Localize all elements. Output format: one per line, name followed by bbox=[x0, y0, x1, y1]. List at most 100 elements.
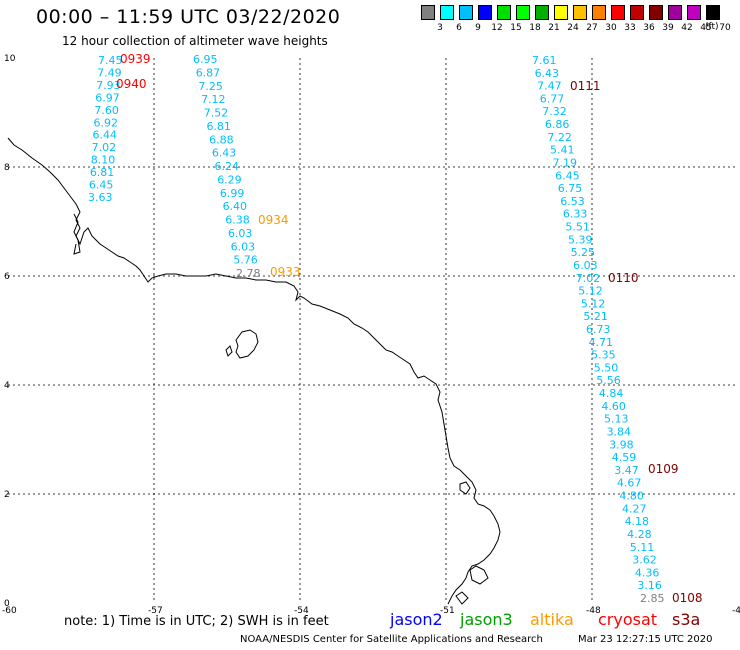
legend-label: 24 bbox=[567, 23, 579, 33]
pass-time-label: 0939 bbox=[120, 52, 151, 66]
legend-swatch bbox=[592, 5, 606, 20]
island-small bbox=[225, 345, 233, 357]
swh-value: 6.97 bbox=[95, 91, 120, 104]
swh-value: 4.27 bbox=[622, 502, 647, 515]
swh-value: 6.87 bbox=[196, 66, 221, 79]
x-tick-label: -45 bbox=[732, 606, 740, 616]
swh-value: 5.50 bbox=[594, 361, 619, 374]
legend-swatch bbox=[554, 5, 568, 20]
legend-swatch bbox=[687, 5, 701, 20]
pass-time-label: 0110 bbox=[608, 271, 639, 285]
swh-value: 7.25 bbox=[198, 80, 223, 93]
legend-swatch bbox=[535, 5, 549, 20]
footer-note: note: 1) Time is in UTC; 2) SWH is in fe… bbox=[64, 614, 329, 629]
legend-swatch bbox=[516, 5, 530, 20]
coastline bbox=[7, 137, 501, 605]
swh-value: 6.95 bbox=[193, 53, 218, 66]
swh-value: 6.88 bbox=[209, 133, 234, 146]
coastline-fragment bbox=[73, 213, 81, 255]
swh-value: 3.98 bbox=[609, 438, 634, 451]
sat-s3a: s3a bbox=[672, 610, 701, 629]
swh-value: 7.52 bbox=[204, 107, 229, 120]
page-title: 00:00 – 11:59 UTC 03/22/2020 bbox=[36, 6, 341, 28]
swh-value: 5.12 bbox=[581, 297, 606, 310]
swh-value: 7.19 bbox=[553, 156, 578, 169]
swh-value: 6.29 bbox=[217, 173, 242, 186]
swh-value: 3.62 bbox=[632, 554, 657, 567]
sat-altika: altika bbox=[530, 610, 574, 629]
swh-value: 6.38 bbox=[225, 214, 250, 227]
y-tick-label: 8 bbox=[4, 163, 10, 173]
legend-label: 18 bbox=[529, 23, 541, 33]
swh-value: 7.32 bbox=[542, 105, 567, 118]
legend-swatch bbox=[668, 5, 682, 20]
legend-label: 6 bbox=[456, 23, 462, 33]
swh-value: 7.49 bbox=[97, 66, 122, 79]
swh-value: 7.61 bbox=[532, 54, 557, 67]
swh-value: 7.22 bbox=[547, 131, 572, 144]
swh-value: 3.16 bbox=[637, 579, 662, 592]
legend-label: 12 bbox=[491, 23, 503, 33]
swh-value: 7.93 bbox=[96, 79, 121, 92]
y-tick-label: 4 bbox=[4, 381, 10, 391]
swh-value: 4.80 bbox=[619, 490, 644, 503]
legend-swatch bbox=[497, 5, 511, 20]
legend-label: 21 bbox=[548, 23, 560, 33]
page-subtitle: 12 hour collection of altimeter wave hei… bbox=[62, 34, 328, 48]
swh-value: 4.60 bbox=[601, 400, 626, 413]
y-tick-label: 6 bbox=[4, 272, 10, 282]
legend-swatch bbox=[440, 5, 454, 20]
swh-value: 5.21 bbox=[583, 310, 608, 323]
legend-label: 9 bbox=[475, 23, 481, 33]
legend-swatch bbox=[706, 5, 720, 20]
swh-value: 6.81 bbox=[90, 166, 115, 179]
swh-value: 6.45 bbox=[555, 169, 580, 182]
legend-label: 39 bbox=[662, 23, 674, 33]
altimeter-tracks: 7.457.497.936.977.606.926.447.028.106.81… bbox=[88, 52, 703, 605]
swh-value: 6.43 bbox=[535, 67, 560, 80]
swh-value: 4.36 bbox=[635, 566, 660, 579]
x-tick-label: -60 bbox=[2, 606, 17, 616]
swh-value: 4.59 bbox=[612, 451, 637, 464]
pass-time-label: 0933 bbox=[270, 265, 301, 279]
swh-value: 5.11 bbox=[630, 541, 655, 554]
swh-value: 6.40 bbox=[223, 200, 248, 213]
swh-value: 5.39 bbox=[568, 233, 593, 246]
swh-value: 5.51 bbox=[565, 221, 590, 234]
x-tick-label: -51 bbox=[440, 606, 455, 616]
sat-jason2: jason2 bbox=[390, 610, 443, 629]
credit-text: NOAA/NESDIS Center for Satellite Applica… bbox=[240, 634, 543, 645]
swh-value: 6.43 bbox=[212, 147, 237, 160]
legend-label: 36 bbox=[643, 23, 655, 33]
legend-swatch bbox=[611, 5, 625, 20]
swh-value: 6.24 bbox=[215, 160, 240, 173]
timestamp: Mar 23 12:27:15 UTC 2020 bbox=[578, 634, 713, 645]
swh-value: 2.85 bbox=[640, 592, 665, 605]
swh-value: 3.63 bbox=[88, 191, 113, 204]
legend-label: 33 bbox=[624, 23, 636, 33]
swh-value: 4.18 bbox=[625, 515, 650, 528]
swh-value: 7.45 bbox=[98, 54, 123, 67]
swh-value: 6.03 bbox=[573, 259, 598, 272]
legend-label: 70 bbox=[719, 23, 731, 33]
marajo-island bbox=[235, 329, 259, 359]
swh-value: 5.12 bbox=[578, 285, 603, 298]
swh-value: 3.47 bbox=[614, 464, 639, 477]
pass-time-label: 0108 bbox=[672, 591, 703, 605]
legend-swatch bbox=[421, 5, 435, 20]
pass-time-label: 0109 bbox=[648, 462, 679, 476]
sat-jason3: jason3 bbox=[460, 610, 513, 629]
swh-value: 6.99 bbox=[220, 187, 245, 200]
swh-value: 6.44 bbox=[93, 129, 118, 142]
swh-value: 6.03 bbox=[228, 227, 253, 240]
x-tick-label: -54 bbox=[294, 606, 309, 616]
swh-value: 6.03 bbox=[231, 240, 256, 253]
y-tick-label: 0 bbox=[4, 599, 10, 609]
swh-value: 4.67 bbox=[617, 477, 642, 490]
legend-label: 45 bbox=[700, 23, 712, 33]
swh-value: 6.53 bbox=[560, 195, 585, 208]
swh-value: 5.76 bbox=[233, 254, 258, 267]
x-tick-label: -48 bbox=[586, 606, 601, 616]
swh-value: 3.84 bbox=[607, 425, 632, 438]
